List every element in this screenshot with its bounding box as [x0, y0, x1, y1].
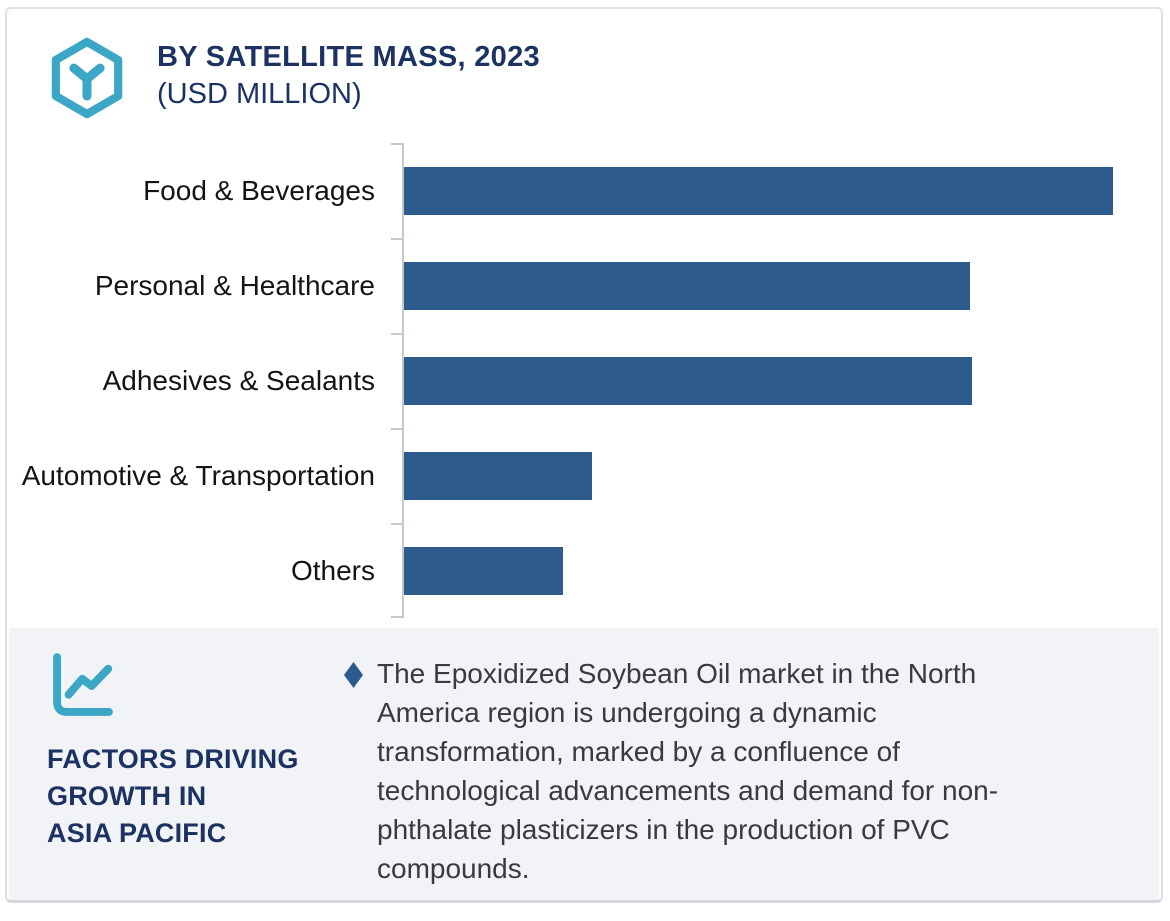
bar	[404, 356, 972, 405]
line-chart-icon	[53, 653, 113, 716]
category-label: Food & Beverages	[143, 175, 375, 206]
chart-title: BY SATELLITE MASS, 2023	[157, 41, 540, 73]
chart-header: BY SATELLITE MASS, 2023 (USD MILLION)	[7, 9, 1161, 119]
category-label: Automotive & Transportation	[21, 460, 375, 491]
category-label: Personal & Healthcare	[94, 270, 375, 301]
axis-tick	[391, 143, 403, 145]
chart-row: Personal & Healthcare	[7, 238, 1161, 333]
chart-subtitle: (USD MILLION)	[157, 78, 362, 110]
infographic-card: BY SATELLITE MASS, 2023 (USD MILLION) Fo…	[5, 7, 1163, 903]
bar	[404, 451, 592, 500]
axis-tick	[391, 523, 403, 525]
category-label: Adhesives & Sealants	[102, 365, 375, 396]
chart-row: Adhesives & Sealants	[7, 333, 1161, 428]
axis-tick	[391, 238, 403, 240]
category-label: Others	[290, 555, 375, 586]
axis-tick	[391, 428, 403, 430]
factors-paragraph: The Epoxidized Soybean Oil market in the…	[377, 658, 999, 884]
bar	[404, 166, 1113, 215]
hexagon-cube-icon	[51, 37, 123, 119]
bar	[404, 546, 563, 595]
axis-tick	[391, 616, 403, 618]
factors-panel: FACTORS DRIVING GROWTH IN ASIA PACIFIC T…	[9, 628, 1159, 900]
bar-chart: Food & Beverages Personal & Healthcare Adh…	[7, 143, 1161, 618]
factors-panel-left: FACTORS DRIVING GROWTH IN ASIA PACIFIC	[47, 650, 344, 888]
chart-row: Others	[7, 523, 1161, 618]
chart-row: Automotive & Transportation	[7, 428, 1161, 523]
factors-panel-right: The Epoxidized Soybean Oil market in the…	[344, 654, 1129, 888]
chart-row: Food & Beverages	[7, 143, 1161, 238]
diamond-bullet-icon	[344, 662, 363, 688]
title-block: BY SATELLITE MASS, 2023 (USD MILLION)	[157, 37, 540, 113]
bar	[404, 261, 970, 310]
factors-heading: FACTORS DRIVING GROWTH IN ASIA PACIFIC	[47, 744, 299, 848]
axis-tick	[391, 333, 403, 335]
y-axis-line	[402, 143, 404, 618]
